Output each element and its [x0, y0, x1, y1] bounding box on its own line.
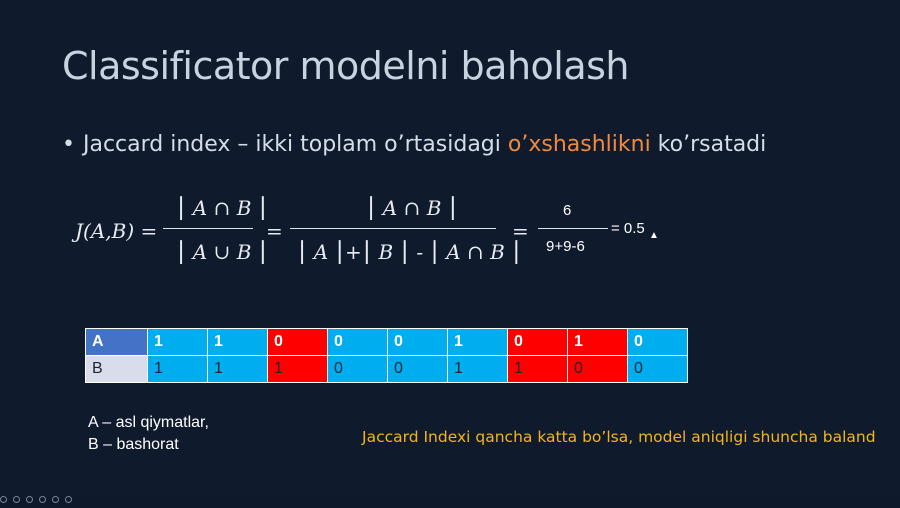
slide-navigation-dots[interactable] [0, 490, 120, 503]
formula-result: = 0.5 [611, 220, 645, 237]
slide: Classificator modelni baholash • Jaccard … [0, 44, 876, 503]
note-text: Jaccard Indexi qancha katta bo’lsa, mode… [362, 428, 876, 446]
nav-dot-icon[interactable] [13, 496, 20, 503]
table-cell: 1 [447, 328, 508, 356]
table-cell: 0 [267, 328, 328, 356]
legend: A – asl qiymatlar, B – bashorat [88, 412, 209, 456]
fraction2-bar [290, 228, 496, 229]
fraction1-denominator: ⎮ A ∪ B ⎮ [176, 240, 269, 264]
fraction3-denominator: 9+9-6 [546, 238, 585, 255]
table-cell: 1 [147, 355, 208, 383]
equals-sign-1: = [266, 219, 283, 243]
table-cell: 1 [507, 355, 568, 383]
table-cell: 0 [507, 328, 568, 356]
nav-dot-icon[interactable] [52, 496, 59, 503]
equals-sign-2: = [512, 219, 529, 243]
bullet-text-after: ko’rsatadi [650, 132, 767, 157]
bullet-text-before: Jaccard index – ikki toplam o’rtasidagi [82, 132, 508, 157]
table-cell: 1 [267, 355, 328, 383]
table-cell: 1 [447, 355, 508, 383]
table-cell: 1 [207, 355, 268, 383]
nav-dot-icon[interactable] [65, 496, 72, 503]
legend-line-b: B – bashorat [88, 436, 179, 453]
table-cell: 0 [627, 355, 688, 383]
table-cell: 0 [327, 355, 388, 383]
fraction3-numerator: 6 [563, 202, 572, 219]
table-cell: 1 [567, 328, 628, 356]
table-cell: 1 [147, 328, 208, 356]
bullet-dot: • [62, 132, 75, 157]
row-label: B [85, 355, 148, 383]
nav-dot-icon[interactable] [39, 496, 46, 503]
legend-line-a: A – asl qiymatlar, [88, 414, 209, 431]
table-cell: 0 [327, 328, 388, 356]
fraction1-numerator: ⎮ A ∩ B ⎮ [176, 196, 269, 220]
nav-dot-icon[interactable] [26, 496, 33, 503]
table-cell: 0 [387, 328, 448, 356]
fraction2-numerator: ⎮ A ∩ B ⎮ [366, 196, 459, 220]
fraction1-bar [163, 228, 253, 229]
table-cell: 0 [567, 355, 628, 383]
nav-dot-icon[interactable] [0, 496, 7, 503]
table-cell: 0 [387, 355, 448, 383]
formula-lhs: J(A,B) = [75, 219, 158, 243]
jaccard-formula: J(A,B) = ⎮ A ∩ B ⎮ ⎮ A ∪ B ⎮ = ⎮ A ∩ B ⎮… [75, 196, 645, 264]
mouse-cursor-icon: ▲ [649, 230, 659, 241]
fraction2-denominator: ⎮ A ⎮+⎮ B ⎮ - ⎮ A ∩ B ⎮ [297, 240, 522, 264]
bullet-point: • Jaccard index – ikki toplam o’rtasidagi… [62, 132, 766, 157]
table-cell: 1 [207, 328, 268, 356]
slide-title: Classificator modelni baholash [62, 44, 630, 88]
row-label: A [85, 328, 148, 356]
table-cell: 0 [627, 328, 688, 356]
bullet-highlight: o’xshashlikni [507, 132, 651, 157]
fraction3-bar [538, 228, 608, 229]
